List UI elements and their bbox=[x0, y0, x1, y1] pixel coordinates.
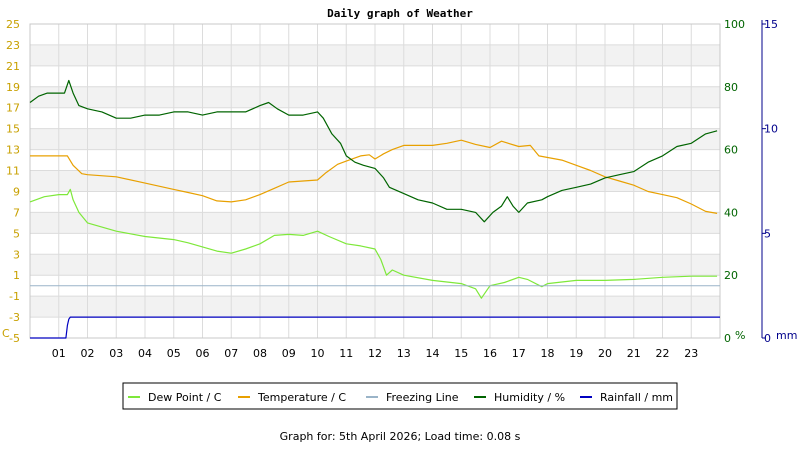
x-tick-label: 07 bbox=[224, 347, 238, 360]
y-left-tick-label: 7 bbox=[13, 206, 20, 219]
y-left-tick-label: 23 bbox=[6, 39, 20, 52]
x-tick-label: 19 bbox=[569, 347, 583, 360]
chart-title: Daily graph of Weather bbox=[327, 7, 473, 20]
y-rain-unit-label: mm bbox=[776, 329, 797, 342]
y-left-tick-label: 17 bbox=[6, 102, 20, 115]
y-humidity-tick-label: 0 bbox=[724, 332, 731, 345]
footer-prefix: Graph for: bbox=[279, 430, 340, 443]
y-left-tick-label: 9 bbox=[13, 185, 20, 198]
axes: 01 02 03 04 05 06 07 08 09 10 11 12 13 14 15 16 17 18 19 20… bbox=[2, 18, 797, 360]
y-rain-tick-label: 15 bbox=[764, 18, 778, 31]
x-tick-label: 18 bbox=[541, 347, 555, 360]
legend-label: Humidity / % bbox=[494, 391, 565, 404]
plot-frame bbox=[29, 23, 721, 339]
y-left-tick-label: -3 bbox=[9, 311, 20, 324]
y-left-tick-label: 13 bbox=[6, 144, 20, 157]
x-tick-label: 16 bbox=[483, 347, 497, 360]
y-humidity-tick-label: 80 bbox=[724, 81, 738, 94]
y-rain-tick-label: 10 bbox=[764, 123, 778, 136]
series-line-rainfall bbox=[30, 316, 720, 339]
legend: Dew Point / C Temperature / C Freezing Lin… bbox=[122, 382, 678, 410]
y-left-tick-label: 1 bbox=[13, 269, 20, 282]
x-tick-label: 20 bbox=[598, 347, 612, 360]
y-rain-tick-label: 0 bbox=[764, 332, 771, 345]
x-tick-label: 11 bbox=[339, 347, 353, 360]
x-tick-label: 15 bbox=[454, 347, 468, 360]
x-tick-label: 10 bbox=[311, 347, 325, 360]
y-left-tick-label: 15 bbox=[6, 123, 20, 136]
x-tick-label: 21 bbox=[627, 347, 641, 360]
y-left-tick-label: 25 bbox=[6, 18, 20, 31]
x-tick-label: 03 bbox=[109, 347, 123, 360]
legend-label: Dew Point / C bbox=[148, 391, 222, 404]
footer-date: 5th April 2026 bbox=[339, 430, 418, 443]
series-line-dew bbox=[29, 188, 718, 299]
y-left-tick-label: 19 bbox=[6, 81, 20, 94]
legend-label: Temperature / C bbox=[257, 391, 346, 404]
series-line-humidity bbox=[29, 79, 718, 223]
x-tick-label: 01 bbox=[52, 347, 66, 360]
x-tick-label: 04 bbox=[138, 347, 152, 360]
x-tick-label: 17 bbox=[512, 347, 526, 360]
y-humidity-tick-label: 20 bbox=[724, 269, 738, 282]
y-left-tick-label: 21 bbox=[6, 60, 20, 73]
y-humidity-unit-label: % bbox=[735, 329, 745, 342]
x-tick-label: 08 bbox=[253, 347, 267, 360]
y-left-tick-label: 11 bbox=[6, 165, 20, 178]
footer-load-time: 0.08 s bbox=[486, 430, 521, 443]
y-rain-tick-label: 5 bbox=[764, 227, 771, 240]
y-left-tick-label: 5 bbox=[13, 227, 20, 240]
series-line-temperature bbox=[30, 139, 718, 214]
x-tick-label: 06 bbox=[196, 347, 210, 360]
x-tick-label: 14 bbox=[426, 347, 440, 360]
x-tick-label: 13 bbox=[397, 347, 411, 360]
y-left-unit-label: C bbox=[2, 327, 10, 340]
x-tick-label: 09 bbox=[282, 347, 296, 360]
legend-label: Rainfall / mm bbox=[600, 391, 673, 404]
series-lines bbox=[29, 79, 720, 339]
x-tick-label: 02 bbox=[81, 347, 95, 360]
y-left-tick-label: -5 bbox=[9, 332, 20, 345]
y-humidity-tick-label: 60 bbox=[724, 144, 738, 157]
x-tick-label: 22 bbox=[656, 347, 670, 360]
y-left-tick-label: -1 bbox=[9, 290, 20, 303]
y-left-tick-label: 3 bbox=[13, 248, 20, 261]
footer-load-label: ; Load time: bbox=[417, 430, 487, 443]
legend-label: Freezing Line bbox=[386, 391, 459, 404]
y-humidity-tick-label: 40 bbox=[724, 206, 738, 219]
y-humidity-tick-label: 100 bbox=[724, 18, 745, 31]
footer-status: Graph for: 5th April 2026; Load time: 0.… bbox=[0, 430, 800, 443]
x-tick-label: 12 bbox=[368, 347, 382, 360]
x-tick-label: 05 bbox=[167, 347, 181, 360]
x-tick-label: 23 bbox=[684, 347, 698, 360]
